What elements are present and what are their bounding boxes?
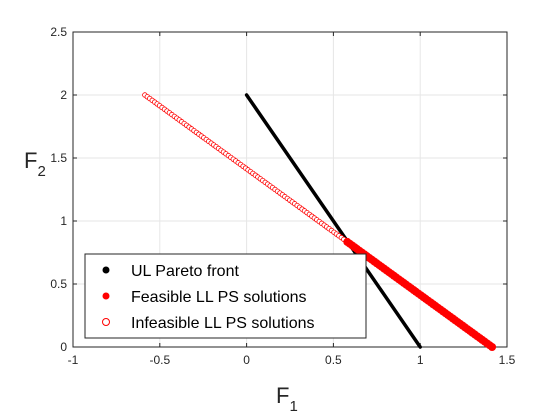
y-axis-label-main: F [24,148,37,173]
x-tick-label: 0 [243,353,250,367]
x-tick-label: -1 [68,353,79,367]
y-axis-label: F2 [24,148,46,180]
y-tick-label: 0.5 [50,277,67,291]
legend-marker-infeasible [102,318,110,326]
legend-marker-ul-pareto-front [102,266,110,274]
x-axis-label-sub: 1 [289,398,297,415]
series-ul-pareto-front-line [244,93,422,349]
x-tick-label: 1 [417,353,424,367]
axes-box [72,31,508,348]
y-tick-label: 2.5 [50,25,67,39]
ticks: -1 -0.5 0 0.5 1 1.5 0 0.5 1 1.5 2 2.5 [50,25,515,367]
legend-box [84,253,367,339]
legend-label-ul-pareto-front: UL Pareto front [131,263,239,280]
legend-label-infeasible: Infeasible LL PS solutions [131,315,315,332]
x-tick-label: 0.5 [325,353,342,367]
legend-label-feasible: Feasible LL PS solutions [131,289,307,306]
y-tick-label: 1.5 [50,151,67,165]
feasible-point [488,343,497,351]
x-axis-label-main: F [276,383,289,408]
legend: UL Pareto front Feasible LL PS solutions… [84,253,367,339]
x-tick-label: -0.5 [149,353,170,367]
y-axis-label-sub: 2 [37,163,45,180]
y-tick-label: 0 [60,340,67,354]
x-axis-label: F1 [276,383,298,415]
y-tick-label: 1 [60,214,67,228]
legend-marker-feasible [102,292,110,300]
x-tick-label: 1.5 [499,353,516,367]
y-tick-label: 2 [60,88,67,102]
